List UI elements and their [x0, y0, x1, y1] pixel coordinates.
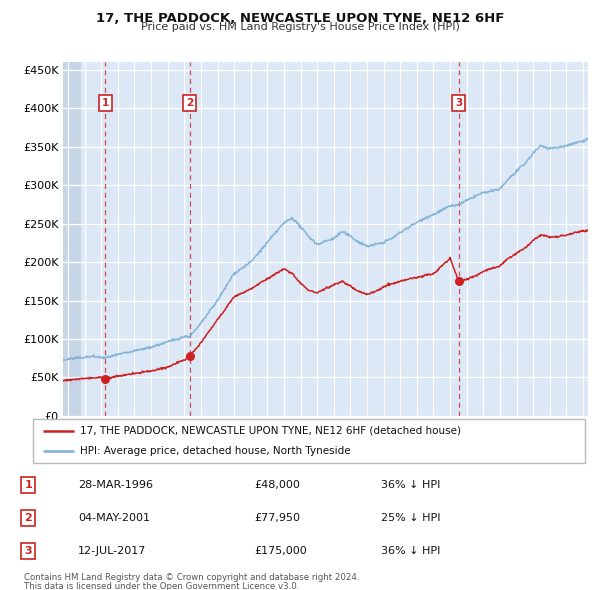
Text: 36% ↓ HPI: 36% ↓ HPI	[380, 546, 440, 556]
Text: 3: 3	[25, 546, 32, 556]
Text: £77,950: £77,950	[254, 513, 300, 523]
Text: 17, THE PADDOCK, NEWCASTLE UPON TYNE, NE12 6HF (detached house): 17, THE PADDOCK, NEWCASTLE UPON TYNE, NE…	[80, 426, 461, 436]
Text: 2: 2	[187, 98, 194, 107]
Text: This data is licensed under the Open Government Licence v3.0.: This data is licensed under the Open Gov…	[24, 582, 299, 590]
Text: £175,000: £175,000	[254, 546, 307, 556]
FancyBboxPatch shape	[33, 419, 585, 463]
Text: 04-MAY-2001: 04-MAY-2001	[78, 513, 150, 523]
Text: £48,000: £48,000	[254, 480, 300, 490]
Text: Contains HM Land Registry data © Crown copyright and database right 2024.: Contains HM Land Registry data © Crown c…	[24, 573, 359, 582]
Text: 1: 1	[101, 98, 109, 107]
Text: Price paid vs. HM Land Registry's House Price Index (HPI): Price paid vs. HM Land Registry's House …	[140, 22, 460, 32]
Text: 36% ↓ HPI: 36% ↓ HPI	[380, 480, 440, 490]
Text: 17, THE PADDOCK, NEWCASTLE UPON TYNE, NE12 6HF: 17, THE PADDOCK, NEWCASTLE UPON TYNE, NE…	[96, 12, 504, 25]
Text: 1: 1	[24, 480, 32, 490]
Bar	[63, 62, 81, 416]
Text: 3: 3	[455, 98, 463, 107]
Text: 28-MAR-1996: 28-MAR-1996	[78, 480, 153, 490]
Text: 12-JUL-2017: 12-JUL-2017	[78, 546, 146, 556]
Text: 2: 2	[24, 513, 32, 523]
Text: 25% ↓ HPI: 25% ↓ HPI	[380, 513, 440, 523]
Text: HPI: Average price, detached house, North Tyneside: HPI: Average price, detached house, Nort…	[80, 446, 350, 456]
